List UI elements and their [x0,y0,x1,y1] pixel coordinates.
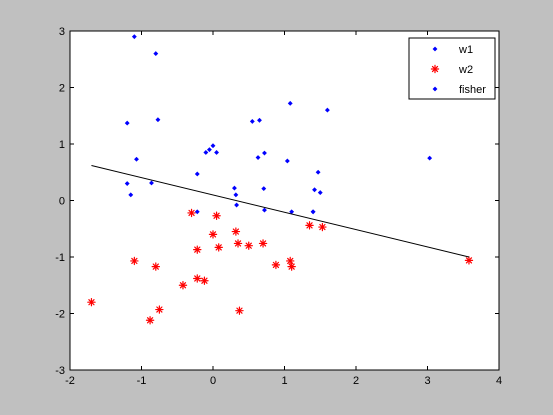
legend-label: fisher [459,84,486,96]
w2-point [200,276,209,285]
w2-point [271,260,281,270]
w2-point [155,305,164,314]
w1-point [312,187,317,193]
w1-point [149,180,154,186]
w1-point [134,156,139,162]
w2-point [235,306,244,315]
legend-item-fisher: fisher [432,84,486,96]
w1-point [234,202,240,208]
w2-point [305,221,314,230]
w1-point [153,51,159,57]
w1-point [124,120,130,126]
x-tick-label: 4 [496,375,502,387]
w2-point [318,222,327,232]
w1-point [194,171,200,177]
w1-point [262,207,267,213]
w1-point [233,192,239,198]
w2-point [178,281,188,290]
w1-point [207,147,212,153]
w1-point [131,34,137,40]
w1-point [194,209,200,215]
w2-point [464,256,474,265]
w2-point [286,256,295,266]
w1-point [324,107,330,113]
w1-point [315,169,321,175]
y-tick-label: 3 [59,26,65,38]
legend-label: w1 [458,44,473,56]
series-fisher [91,164,470,258]
w2-point [258,239,268,248]
x-tick-label: -2 [65,375,75,387]
y-tick-label: 0 [59,196,65,208]
w1-point [214,150,219,155]
w2-point [214,243,223,252]
w2-point [233,239,243,248]
w2-point [187,208,196,218]
y-tick-label: 2 [59,83,65,95]
legend-marker [432,86,438,92]
x-tick-label: 1 [281,375,287,387]
legend-marker [432,46,438,52]
w2-point [130,256,139,266]
w2-point [193,245,202,254]
w1-point [210,143,216,149]
series-w2 [87,208,474,325]
w2-point [208,230,218,239]
w1-point [284,158,290,164]
x-tick-label: -1 [137,375,147,387]
w2-point [87,298,96,307]
w2-point [145,316,155,325]
y-tick-label: 1 [59,139,65,151]
w1-point [310,209,316,215]
w1-point [287,100,293,106]
w1-point [317,190,323,196]
w2-point [151,262,160,271]
legend-label: w2 [458,64,473,76]
w1-point [261,186,267,192]
w2-point [193,274,202,283]
legend-item-w1: w1 [432,44,473,56]
y-tick-label: -1 [55,252,65,264]
legend-box [408,37,496,100]
axis-ticks [69,30,500,371]
y-tick-label: -2 [55,309,65,321]
w1-point [427,155,433,161]
w1-point [203,150,209,155]
w1-point [249,118,255,124]
w1-point [124,181,130,186]
w1-point [257,117,262,123]
x-tick-label: 0 [210,375,216,387]
w1-point [155,117,161,123]
x-tick-label: 3 [424,375,430,387]
legend-marker [430,64,440,74]
series-w1 [124,34,433,215]
w1-point [255,155,261,160]
w1-point [128,192,134,198]
plot-marks [87,34,474,325]
x-tick-label: 2 [353,375,359,387]
w1-point [262,150,267,156]
w2-point [244,241,253,250]
legend: w1 w2 fisher [408,37,496,100]
legend-item-w2: w2 [430,64,473,76]
w2-point [212,211,221,220]
w2-point [287,262,296,271]
y-tick-label: -3 [55,365,65,377]
w2-point [231,227,241,236]
w1-point [232,185,237,191]
legend-items: w1 w2 fisher [430,44,486,96]
fisher-line [91,164,470,258]
